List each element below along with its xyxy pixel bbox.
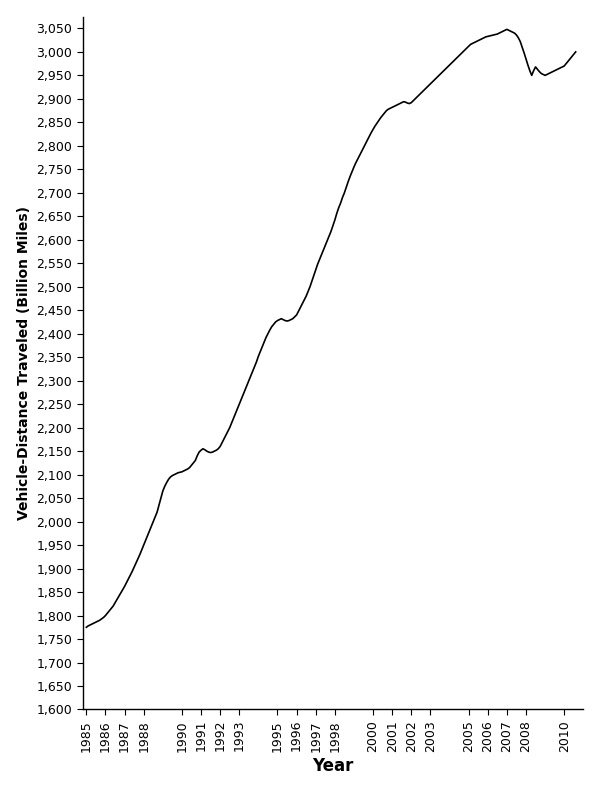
X-axis label: Year: Year (312, 757, 353, 775)
Y-axis label: Vehicle-Distance Traveled (Billion Miles): Vehicle-Distance Traveled (Billion Miles… (17, 206, 31, 520)
